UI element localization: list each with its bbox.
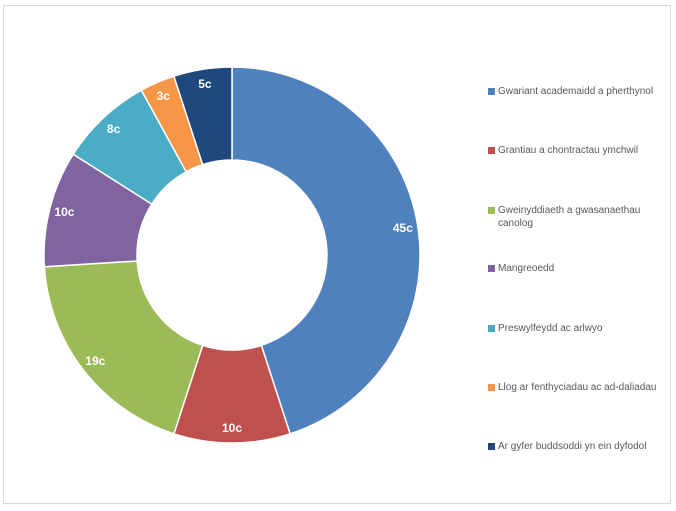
legend-swatch: [488, 265, 495, 272]
legend-item: Mangreoedd: [488, 262, 668, 275]
data-label: 19c: [85, 354, 105, 368]
legend-item: Gweinyddiaeth a gwasanaethau canolog: [488, 204, 668, 230]
legend-item: Llog ar fenthyciadau ac ad-daliadau: [488, 381, 668, 394]
legend-label: Ar gyfer buddsoddi yn ein dyfodol: [498, 441, 647, 452]
legend-label: Preswylfeydd ac arlwyo: [498, 323, 603, 334]
legend-swatch: [488, 88, 495, 95]
legend-item: Ar gyfer buddsoddi yn ein dyfodol: [488, 440, 668, 453]
data-label: 5c: [198, 77, 212, 91]
legend-item: Preswylfeydd ac arlwyo: [488, 322, 668, 335]
legend-item: Grantiau a chontractau ymchwil: [488, 144, 668, 157]
data-label: 10c: [54, 205, 74, 219]
legend-swatch: [488, 443, 495, 450]
legend-swatch: [488, 147, 495, 154]
legend-label: Gweinyddiaeth a gwasanaethau canolog: [498, 205, 641, 229]
legend-label: Grantiau a chontractau ymchwil: [498, 145, 639, 156]
legend-swatch: [488, 207, 495, 214]
data-label: 45c: [393, 221, 413, 235]
legend-label: Gwariant academaidd a pherthynol: [498, 86, 654, 97]
donut-slice: [172, 66, 233, 166]
legend-item: Gwariant academaidd a pherthynol: [488, 85, 668, 98]
legend-label: Mangreoedd: [498, 263, 555, 274]
legend-swatch: [488, 325, 495, 332]
data-label: 3c: [157, 89, 171, 103]
donut-slice: [43, 260, 204, 435]
legend-swatch: [488, 384, 495, 391]
donut-slice: [231, 66, 421, 435]
data-label: 8c: [107, 122, 121, 136]
data-label: 10c: [222, 421, 242, 435]
legend-label: Llog ar fenthyciadau ac ad-daliadau: [498, 382, 657, 393]
chart-frame: [3, 5, 671, 504]
